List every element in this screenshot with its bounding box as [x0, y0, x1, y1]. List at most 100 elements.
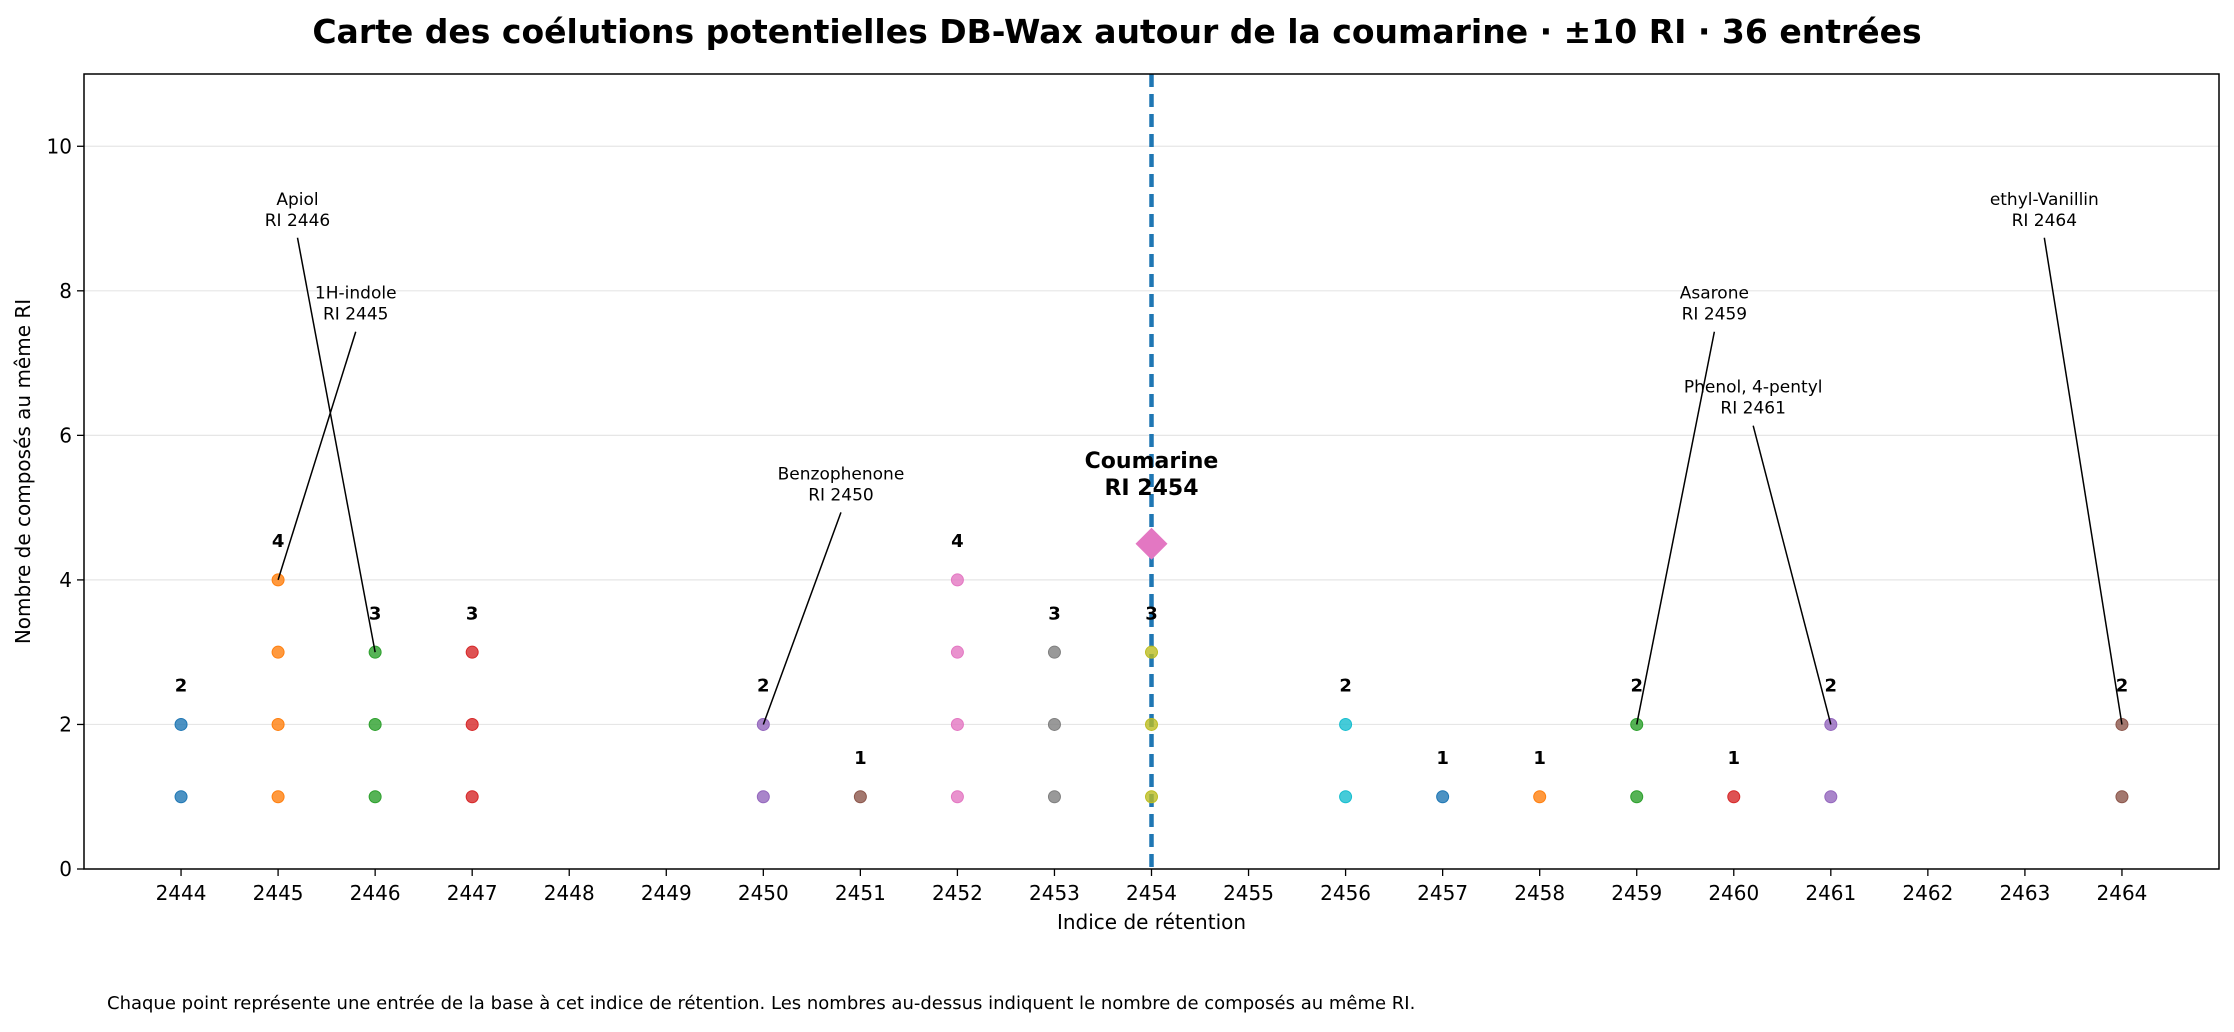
data-point	[174, 717, 188, 731]
annotation-anchor	[1710, 278, 1718, 279]
x-tick-label: 2464	[2097, 881, 2148, 905]
data-point	[1145, 790, 1158, 804]
data-point	[1824, 790, 1838, 804]
annotation-name: Asarone	[1680, 284, 1749, 304]
x-tick-label: 2459	[1611, 881, 1662, 905]
count-label: 1	[1533, 748, 1546, 769]
x-tick-label: 2453	[1029, 881, 1080, 905]
annotation-leader	[277, 331, 357, 581]
y-tick-label: 4	[59, 568, 72, 592]
annotation-anchor	[352, 278, 360, 279]
data-point	[1047, 790, 1061, 804]
count-label: 4	[272, 531, 285, 552]
data-point	[465, 790, 479, 804]
y-tick-label: 10	[47, 134, 72, 158]
target-ri-label: RI 2454	[1104, 476, 1198, 501]
count-label: 4	[951, 531, 964, 552]
count-label: 3	[1145, 603, 1158, 624]
data-point	[1436, 790, 1450, 804]
x-tick-label: 2446	[350, 881, 401, 905]
annotation-anchor	[294, 184, 302, 185]
annotation-leader	[762, 512, 842, 725]
x-tick-label: 2462	[1902, 881, 1953, 905]
x-tick-label: 2452	[932, 881, 983, 905]
x-tick-label: 2461	[1805, 881, 1856, 905]
annotation-leader	[1752, 425, 1832, 725]
annotation-leader	[1635, 331, 1716, 725]
data-point	[2115, 790, 2129, 804]
y-tick-label: 0	[59, 857, 72, 881]
annotation-ri: RI 2459	[1682, 305, 1748, 325]
annotation-ri: RI 2461	[1720, 399, 1786, 419]
x-tick-label: 2448	[544, 881, 595, 905]
target-name-label: Coumarine	[1085, 449, 1219, 474]
x-tick-label: 2451	[835, 881, 886, 905]
data-point	[1727, 790, 1741, 804]
annotation-leader	[296, 237, 376, 653]
annotation-anchor	[837, 458, 845, 459]
annotation-leader	[2043, 237, 2123, 725]
data-point	[1339, 717, 1353, 731]
chart-footnote: Chaque point représente une entrée de la…	[107, 993, 1416, 1014]
axes: 2444 2445 2446 2447 2448 2449 2450 2451 2452 2453…	[11, 73, 2220, 934]
data-point	[950, 573, 964, 587]
x-tick-label: 2454	[1126, 881, 1177, 905]
data-point	[465, 645, 479, 659]
count-label: 1	[854, 748, 867, 769]
count-label: 2	[1630, 676, 1643, 697]
annotation-ri: RI 2450	[808, 485, 874, 505]
annotation-anchor	[1749, 372, 1757, 373]
x-tick-label: 2456	[1320, 881, 1371, 905]
data-marks	[174, 74, 2129, 869]
data-point	[271, 790, 285, 804]
annotation-name: Phenol, 4-pentyl	[1684, 378, 1823, 398]
data-point	[950, 645, 964, 659]
data-point	[853, 790, 867, 804]
annotation-anchor	[2040, 184, 2048, 185]
annotation-ri: RI 2446	[265, 211, 331, 231]
count-label: 2	[1825, 676, 1838, 697]
data-point	[1339, 790, 1353, 804]
x-tick-label: 2458	[1514, 881, 1565, 905]
data-point	[1145, 645, 1158, 659]
data-point	[756, 790, 770, 804]
data-point	[271, 645, 285, 659]
x-tick-label: 2450	[738, 881, 789, 905]
data-point	[174, 790, 188, 804]
y-axis-label: Nombre de composés au même RI	[11, 299, 35, 644]
annotation-name: Apiol	[276, 190, 318, 210]
annotation-name: Benzophenone	[778, 464, 905, 484]
data-point	[368, 717, 382, 731]
x-tick-label: 2444	[156, 881, 207, 905]
count-label: 3	[1048, 603, 1061, 624]
annotation-ri: RI 2464	[2012, 211, 2078, 231]
x-tick-label: 2447	[447, 881, 498, 905]
y-tick-label: 6	[59, 423, 72, 447]
x-tick-label: 2457	[1417, 881, 1468, 905]
annotation-ri: RI 2445	[323, 305, 389, 325]
y-tick-label: 2	[59, 712, 72, 736]
count-label: 3	[369, 603, 382, 624]
data-point	[368, 790, 382, 804]
x-axis-label: Indice de rétention	[1057, 910, 1246, 934]
data-point	[950, 717, 964, 731]
data-point	[1533, 790, 1547, 804]
chart-title: Carte des coélutions potentielles DB-Wax…	[312, 12, 1922, 51]
x-tick-label: 2445	[253, 881, 304, 905]
data-point	[465, 717, 479, 731]
count-label: 2	[175, 676, 188, 697]
data-point	[1630, 790, 1644, 804]
count-label: 2	[1339, 676, 1352, 697]
target-marker	[1135, 527, 1168, 560]
x-tick-label: 2455	[1223, 881, 1274, 905]
data-point	[950, 790, 964, 804]
count-label: 3	[466, 603, 479, 624]
count-label: 2	[2116, 676, 2129, 697]
count-label: 1	[1728, 748, 1741, 769]
annotation-name: 1H-indole	[315, 284, 397, 304]
data-point	[1047, 645, 1061, 659]
x-tick-label: 2449	[641, 881, 692, 905]
annotation-name: ethyl-Vanillin	[1990, 190, 2099, 210]
